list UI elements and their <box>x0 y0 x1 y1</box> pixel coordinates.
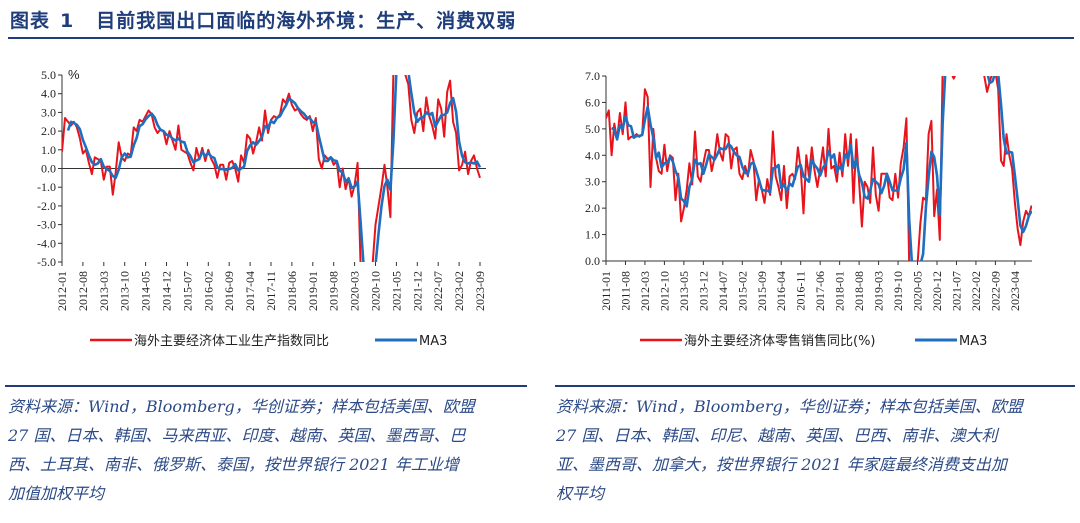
y-tick-label: -4.0 <box>37 236 56 250</box>
y-tick-label: 0.0 <box>41 162 56 176</box>
series-line-ma3 <box>610 76 1032 261</box>
x-tick-label: 2013-12 <box>696 271 710 311</box>
y-tick-label: 5.0 <box>41 68 56 82</box>
x-tick-label: 2020-05 <box>911 271 925 311</box>
legend-label: MA3 <box>419 334 447 349</box>
x-tick-label: 2011-08 <box>618 271 632 311</box>
x-tick-label: 2016-11 <box>794 271 808 311</box>
x-tick-label: 2017-11 <box>264 271 278 311</box>
x-tick-label: 2021-12 <box>410 271 424 311</box>
x-tick-label: 2012-03 <box>638 271 652 311</box>
title-divider <box>8 37 1074 39</box>
x-tick-label: 2020-12 <box>930 271 944 311</box>
figure-number: 1 <box>60 10 75 32</box>
x-tick-label: 2019-10 <box>891 271 905 311</box>
x-tick-label: 2019-01 <box>306 271 320 311</box>
x-tick-label: 2016-04 <box>774 271 788 311</box>
y-tick-label: 6.0 <box>585 95 600 109</box>
x-tick-label: 2014-07 <box>716 271 730 311</box>
x-tick-label: 2012-08 <box>76 271 90 311</box>
x-tick-label: 2019-03 <box>872 271 886 311</box>
x-tick-label: 2013-05 <box>677 271 691 311</box>
source-line: 资料来源：Wind，Bloomberg，华创证券；样本包括美国、欧盟 <box>556 397 1023 416</box>
x-tick-label: 2018-08 <box>852 271 866 311</box>
x-tick-label: 2023-02 <box>452 271 466 311</box>
x-tick-label: 2019-08 <box>327 271 341 311</box>
x-tick-label: 2017-06 <box>813 271 827 311</box>
x-tick-label: 2011-01 <box>599 271 613 311</box>
x-tick-label: 2014-12 <box>160 271 174 311</box>
x-tick-label: 2012-01 <box>55 271 69 311</box>
x-tick-label: 2021-05 <box>389 271 403 311</box>
plot-area <box>62 75 482 262</box>
y-tick-label: 1.0 <box>41 143 56 157</box>
y-tick-label: -5.0 <box>37 255 56 269</box>
x-tick-label: 2023-04 <box>1008 271 1022 311</box>
plot-area <box>606 76 1032 261</box>
series-line-primary <box>606 76 1032 261</box>
x-tick-label: 2016-02 <box>201 271 215 311</box>
unit-label: % <box>68 67 80 82</box>
y-tick-label: 4.0 <box>585 148 600 162</box>
figure-title: 图表 1 目前我国出口面临的海外环境：生产、消费双弱 <box>10 6 516 33</box>
x-tick-label: 2013-10 <box>118 271 132 311</box>
y-tick-label: -2.0 <box>37 199 56 213</box>
source-line: 27 国、日本、韩国、马来西亚、印度、越南、英国、墨西哥、巴 <box>8 426 466 445</box>
y-tick-label: -3.0 <box>37 218 56 232</box>
retail-sales-chart: 7.0 6.0 5.0 4.0 3.0 2.0 1.0 0.0 2011-01 2011-08 20… <box>585 69 1032 349</box>
y-tick-label: 2.0 <box>585 201 600 215</box>
y-tick-label: 3.0 <box>585 175 600 189</box>
figure-label: 图表 <box>10 10 51 32</box>
x-tick-label: 2022-02 <box>969 271 983 311</box>
x-tick-label: 2017-04 <box>243 271 257 311</box>
x-tick-label: 2012-10 <box>657 271 671 311</box>
source-line: 亚、墨西哥、加拿大，按世界银行 2021 年家庭最终消费支出加 <box>556 455 1007 474</box>
source-note-right: 资料来源：Wind，Bloomberg，华创证券；样本包括美国、欧盟 27 国、… <box>556 392 1023 508</box>
x-tick-label: 2013-03 <box>97 271 111 311</box>
source-note-left: 资料来源：Wind，Bloomberg，华创证券；样本包括美国、欧盟 27 国、… <box>8 392 475 508</box>
x-tick-label: 2015-02 <box>735 271 749 311</box>
y-tick-label: -1.0 <box>37 180 56 194</box>
industrial-production-chart: 5.0 4.0 3.0 2.0 1.0 0.0 -1.0 -2.0 -3.0 -4.0 -5.0 20… <box>37 67 487 349</box>
source-divider-right <box>555 385 1075 387</box>
legend-label: 海外主要经济体零售销售同比(%) <box>684 333 876 349</box>
x-tick-label: 2015-07 <box>180 271 194 311</box>
x-tick-label: 2018-01 <box>833 271 847 311</box>
x-tick-label: 2022-07 <box>431 271 445 311</box>
source-line: 权平均 <box>556 484 605 503</box>
y-tick-label: 4.0 <box>41 87 56 101</box>
x-tick-label: 2022-09 <box>988 271 1002 311</box>
y-tick-label: 1.0 <box>585 228 600 242</box>
source-line: 加值加权平均 <box>8 484 105 503</box>
y-tick-label: 3.0 <box>41 105 56 119</box>
y-tick-label: 2.0 <box>41 124 56 138</box>
source-divider-left <box>5 385 527 387</box>
y-tick-label: 7.0 <box>585 69 600 83</box>
source-line: 西、土耳其、南非、俄罗斯、泰国，按世界银行 2021 年工业增 <box>8 455 459 474</box>
x-tick-label: 2020-03 <box>348 271 362 311</box>
x-tick-label: 2018-06 <box>285 271 299 311</box>
source-line: 27 国、日本、韩国、印尼、越南、英国、巴西、南非、澳大利 <box>556 426 998 445</box>
series-line-ma3 <box>66 75 482 262</box>
legend-label: MA3 <box>959 334 987 349</box>
figure-title-text: 目前我国出口面临的海外环境：生产、消费双弱 <box>96 10 517 32</box>
x-tick-label: 2021-07 <box>949 271 963 311</box>
legend-label: 海外主要经济体工业生产指数同比 <box>134 334 329 349</box>
x-tick-label: 2023-09 <box>473 271 487 311</box>
x-tick-label: 2020-10 <box>369 271 383 311</box>
x-tick-label: 2016-09 <box>222 271 236 311</box>
source-line: 资料来源：Wind，Bloomberg，华创证券；样本包括美国、欧盟 <box>8 397 475 416</box>
x-tick-label: 2015-09 <box>755 271 769 311</box>
y-tick-label: 0.0 <box>585 254 600 268</box>
y-tick-label: 5.0 <box>585 122 600 136</box>
x-tick-label: 2014-05 <box>139 271 153 311</box>
